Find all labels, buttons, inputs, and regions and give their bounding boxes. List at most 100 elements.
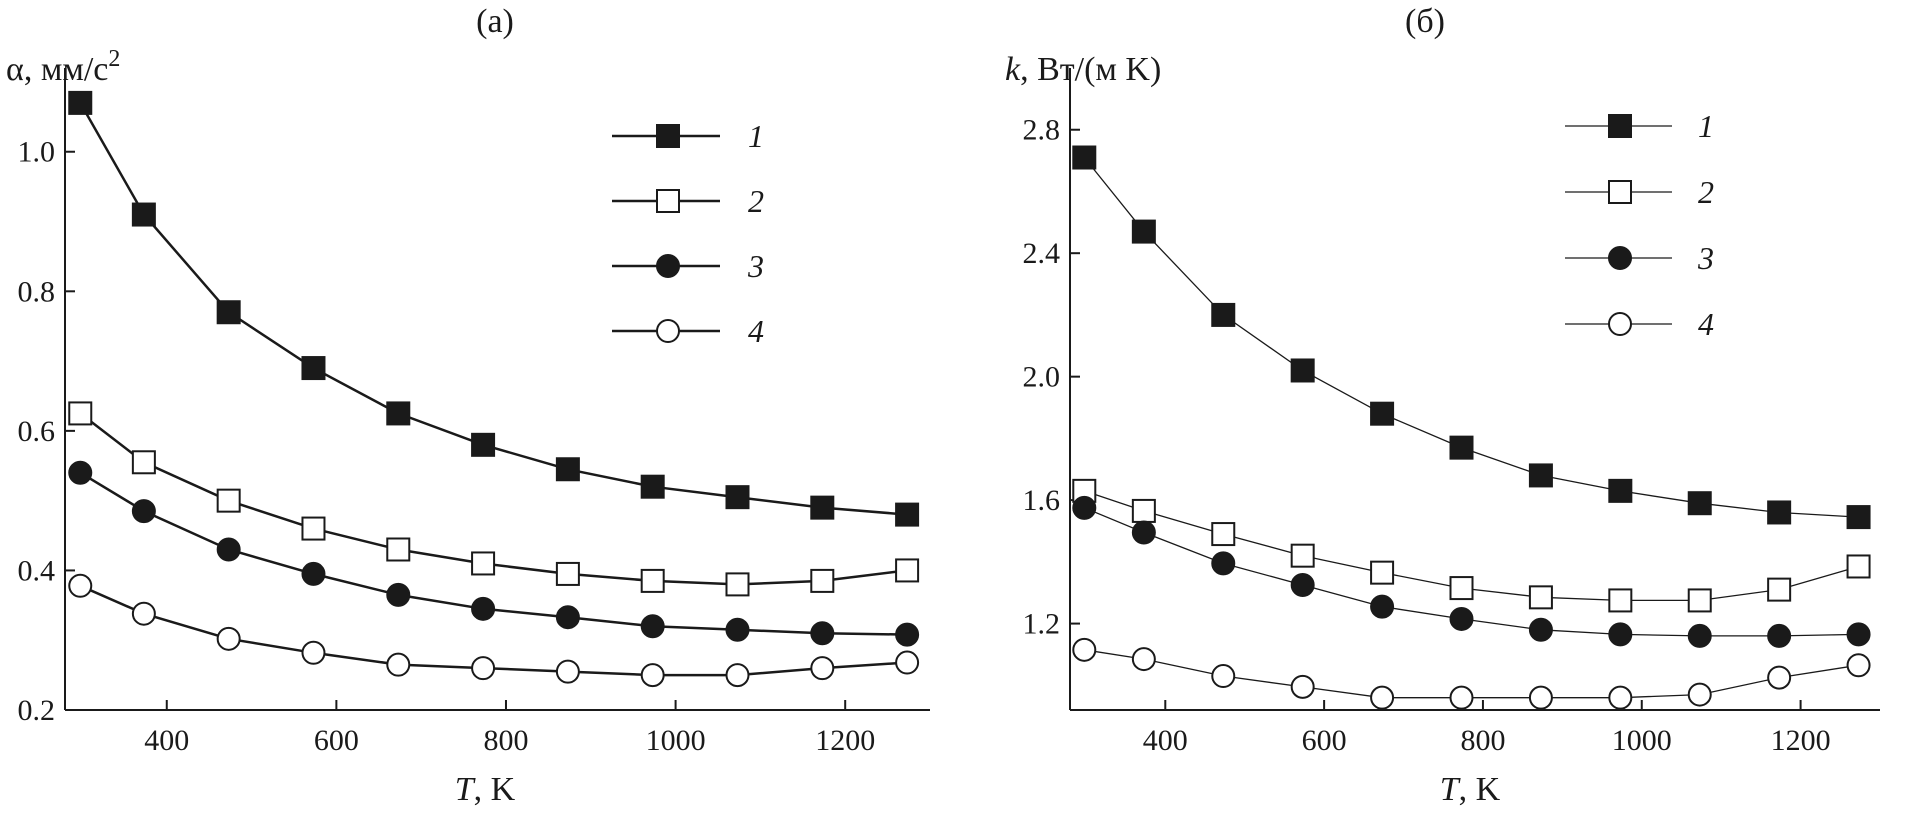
panel-a-series-3-point <box>555 605 580 630</box>
panel-a-series-3-point <box>68 460 93 485</box>
panel-b-series-1-point <box>1131 219 1156 244</box>
panel-a-x-tick-label: 1000 <box>646 724 706 757</box>
panel-b-series-4-point <box>1072 637 1097 662</box>
panel-b-legend-entry-1: 1 <box>1565 108 1714 144</box>
panel-b-series-3-point <box>1211 551 1236 576</box>
panel-a-series-2-point <box>555 561 580 586</box>
panel-b-series-4-point <box>1370 685 1395 710</box>
panel-a-series-4-point <box>640 663 665 688</box>
panel-b-y-units: , Вт/(м K) <box>1020 51 1161 88</box>
panel-b-series-1-point <box>1449 435 1474 460</box>
panel-b-series-1 <box>1072 145 1871 530</box>
panel-a-y-symbol: α <box>6 51 24 88</box>
panel-a-y-tick-label: 1.0 <box>18 136 56 169</box>
panel-b-series-1-point <box>1687 491 1712 516</box>
panel-a-series-3-point <box>895 622 920 647</box>
panel-b-legend-label: 1 <box>1698 108 1714 144</box>
panel-b-y-tick-label: 2.0 <box>1023 361 1061 394</box>
panel-b-series-1-point <box>1608 478 1633 503</box>
panel-b-series-4-line <box>1084 649 1859 699</box>
panel-b-legend-label: 2 <box>1698 174 1714 210</box>
panel-b-series-3-point <box>1528 617 1553 642</box>
panel-b-series-1-point <box>1370 401 1395 426</box>
panel-a-legend-entry-3: 3 <box>612 248 764 284</box>
panel-b-series-2-point <box>1528 585 1553 610</box>
panel-a-series-2-point <box>68 401 93 426</box>
panel-b-x-axis-title: T, K <box>1440 771 1501 808</box>
panel-b-series-4-point <box>1767 665 1792 690</box>
panel-a-y-tick-label: 0.4 <box>18 554 56 587</box>
panel-a-x-tick-label: 600 <box>314 724 359 757</box>
panel-a-series-4-point <box>810 656 835 681</box>
panel-a-series-4-point <box>725 663 750 688</box>
panel-a-legend-marker <box>656 124 680 148</box>
panel-a-series-4-point <box>216 626 241 651</box>
panel-a-series-2-point <box>725 572 750 597</box>
panel-a-legend-marker <box>656 319 680 343</box>
panel-b-series-1-line <box>1083 157 1859 518</box>
panel-a-x-tick-label: 400 <box>144 724 189 757</box>
panel-b-series-4-point <box>1211 664 1236 689</box>
panel-a-x-units: , K <box>474 771 516 808</box>
panel-b-x-tick-label: 400 <box>1143 724 1188 757</box>
panel-b-series-2-point <box>1846 554 1871 579</box>
panel-a-x-tick-label: 1200 <box>815 724 875 757</box>
panel-b-legend-entry-2: 2 <box>1565 174 1714 210</box>
panel-b-series-2-point <box>1370 560 1395 585</box>
panel-a-series-1-point <box>725 485 750 510</box>
panel-b-y-tick-label: 1.2 <box>1023 608 1061 641</box>
panel-b-series-3-point <box>1846 622 1871 647</box>
panel-b-legend-entry-3: 3 <box>1565 240 1714 276</box>
panel-a-series-2 <box>68 401 920 597</box>
panel-a-legend-entry-2: 2 <box>612 183 764 219</box>
panel-a-series-2-point <box>216 488 241 513</box>
panel-b-legend-marker <box>1608 114 1632 138</box>
panel-b-series <box>1072 145 1871 710</box>
panel-b-series-4-point <box>1846 653 1871 678</box>
panel-a-series-3-point <box>471 596 496 621</box>
panel-b-y-tick-label: 2.4 <box>1023 237 1061 270</box>
panel-b-series-2-point <box>1131 498 1156 523</box>
panel-a-legend-label: 3 <box>747 248 764 284</box>
panel-b-y-tick-label: 1.6 <box>1023 484 1061 517</box>
panel-a-series-1-point <box>386 401 411 426</box>
panel-a-y-tick-label: 0.8 <box>18 275 56 308</box>
panel-a-series-4-point <box>555 659 580 684</box>
panel-a-x-tick-label: 800 <box>483 724 528 757</box>
panel-a-series-1-point <box>301 356 326 381</box>
panel-a-series-4-point <box>386 652 411 677</box>
panel-b-series-4-point <box>1528 685 1553 710</box>
panel-a-series-3-point <box>131 499 156 524</box>
panel-a-series-2-point <box>810 568 835 593</box>
panel-a-series-4-point <box>471 656 496 681</box>
panel-a-title: (a) <box>476 3 514 40</box>
panel-a-x-symbol: T <box>455 771 476 808</box>
panel-b-series-4-point <box>1131 647 1156 672</box>
panel-a-series-1-point <box>216 300 241 325</box>
panel-a-series-2-point <box>301 516 326 541</box>
panel-b-series-3-point <box>1072 495 1097 520</box>
panel-b-series-2-point <box>1211 522 1236 547</box>
panel-b-series-1-point <box>1072 145 1097 170</box>
panel-b-ticks: 400 600 800 1000 1200 1.2 1.6 2.0 2.4 2.8 <box>1023 114 1831 757</box>
panel-b-series-3-point <box>1370 594 1395 619</box>
panel-b-x-units: , K <box>1459 771 1501 808</box>
panel-b-legend-label: 4 <box>1698 306 1714 342</box>
panel-a-series-4-point <box>301 640 326 665</box>
panel-a-series-3-point <box>640 614 665 639</box>
panel-a-series-1-point <box>471 432 496 457</box>
panel-b-legend-marker <box>1608 312 1632 336</box>
panel-b-legend-entry-4: 4 <box>1565 306 1714 342</box>
panel-b-series-2-point <box>1767 577 1792 602</box>
panel-b-y-axis-title: k, Вт/(м K) <box>1005 51 1161 88</box>
panel-b-series-2-point <box>1290 543 1315 568</box>
panel-b-series-1-point <box>1290 358 1315 383</box>
panel-a-legend-label: 1 <box>748 118 764 154</box>
panel-b-series-3 <box>1072 495 1871 648</box>
panel-b-series-2 <box>1072 478 1871 613</box>
panel-a-series-2-point <box>131 450 156 475</box>
panel-a-series-3-point <box>725 617 750 642</box>
panel-a-legend-label: 4 <box>748 313 764 349</box>
panel-a-legend-entry-4: 4 <box>612 313 764 349</box>
panel-b-series-2-point <box>1608 588 1633 613</box>
